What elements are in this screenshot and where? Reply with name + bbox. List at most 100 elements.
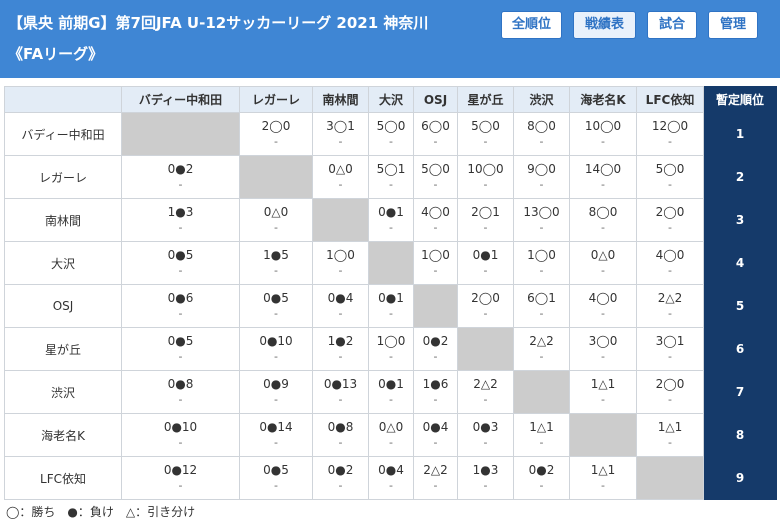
match-sub-score: - [539,350,544,363]
match-sub-score: - [274,221,278,234]
match-sub-score: - [433,264,438,277]
match-score: 10◯0 [584,119,622,133]
corner-header [4,86,122,113]
match-sub-score: - [539,307,544,320]
page-header: 【県央 前期G】第7回JFA U-12サッカーリーグ 2021 神奈川 《FAリ… [0,0,780,78]
table-row: 星が丘 0●5 - 0●10 - 1●2 - 1◯0 - 0●2 - 2△2 - 3◯0 - 3◯1 - 6 [4,327,777,371]
match-score: 10◯0 [467,162,504,176]
match-score: 1△1 [529,420,554,434]
match-score: 2△2 [657,291,683,305]
score-cell: 0△0 - [312,155,369,199]
score-cell: 1◯0 - [312,241,369,285]
score-cell: 10◯0 - [457,155,514,199]
match-sub-score: - [274,264,278,277]
match-sub-score: - [338,307,343,320]
match-score: 0●5 [263,463,289,477]
score-cell: 8◯0 - [569,198,637,242]
match-sub-score: - [178,350,183,363]
score-cell: 0●2 - [121,155,240,199]
score-cell: 0●5 - [121,327,240,371]
match-score: 3◯1 [655,334,685,348]
score-cell: 0●5 - [121,241,240,285]
results-table-button[interactable]: 戦績表 [573,11,636,39]
match-sub-score: - [178,393,183,406]
match-score: 5◯0 [376,119,406,133]
table-row: バディー中和田 2◯0-3◯1-5◯0-6◯0-5◯0-8◯0-10◯0-12◯0… [4,112,777,156]
score-cell: 1●3 - [457,456,514,500]
score-cell: 1△1 - [569,370,637,414]
match-sub-score: - [483,264,488,277]
score-cell: 0●9 - [239,370,313,414]
manage-button[interactable]: 管理 [708,11,758,39]
score-cell: 1△1 - [513,413,570,457]
provisional-rank: 1 [703,112,777,156]
provisional-rank: 7 [703,370,777,414]
score-cell: 1●3 - [121,198,240,242]
score-cell: 2◯0 - [239,112,313,156]
match-score: 0●4 [378,463,404,477]
score-cell: 1●5 - [239,241,313,285]
table-row: レガーレ 0●2 - 0△0 - 5◯1 - 5◯0 - 10◯0 - 9◯0 - 14◯0 - 5◯0 - 2 [4,155,777,199]
match-sub-score: - [338,135,343,148]
score-cell: 8◯0 - [513,112,570,156]
row-team-name: LFC依知 [4,456,122,500]
provisional-rank: 5 [703,284,777,328]
score-cell: 4◯0 - [569,284,637,328]
match-sub-score: - [178,479,183,492]
match-sub-score: - [601,350,605,363]
rank-column-header: 暫定順位 [703,86,777,113]
team-column-header: 大沢 [368,86,414,113]
team-column-header: バディー中和田 [121,86,240,113]
match-score: 1◯0 [527,248,556,262]
match-score: 0●5 [167,248,194,262]
score-cell: 0●1 - [368,284,414,328]
match-sub-score: - [178,178,183,191]
match-score: 5◯0 [655,162,685,176]
match-score: 0●5 [263,291,289,305]
self-match-cell [239,155,313,199]
match-score: 0●2 [422,334,449,348]
match-score: 1●6 [422,377,449,391]
match-score: 0●2 [167,162,194,176]
score-cell: 0●13 - [312,370,369,414]
match-score: 6◯0 [421,119,450,133]
match-sub-score: - [338,264,343,277]
score-cell: 1●6 - [413,370,458,414]
match-sub-score: - [539,479,544,492]
score-cell: 14◯0 - [569,155,637,199]
match-score: 2◯0 [655,377,685,391]
provisional-rank: 3 [703,198,777,242]
score-cell: 2△2 - [636,284,704,328]
match-score: 1●3 [167,205,194,219]
team-column-header: 渋沢 [513,86,570,113]
self-match-cell [636,456,704,500]
match-score: 4◯0 [655,248,685,262]
legend: ◯：勝ち ●：負け △：引き分け [6,505,196,519]
team-column-header: 海老名K [569,86,637,113]
score-cell: 0●8 - [312,413,369,457]
score-cell: 0●1 - [457,241,514,285]
match-score: 4◯0 [421,205,450,219]
match-sub-score: - [483,436,488,449]
page-subtitle: 《FAリーグ》 [8,45,104,63]
row-team-name: バディー中和田 [4,112,122,156]
team-column-header: 南林間 [312,86,369,113]
match-sub-score: - [389,178,393,191]
match-sub-score: - [178,307,183,320]
match-sub-score: - [539,436,544,449]
score-cell: 0●5 - [239,456,313,500]
score-cell: 6◯0 - [413,112,458,156]
match-score: 0●3 [472,420,499,434]
match-sub-score: - [601,479,605,492]
match-sub-score: - [389,307,393,320]
score-cell: 0●1 - [368,198,414,242]
matches-button[interactable]: 試合 [647,11,697,39]
match-sub-score: - [178,264,183,277]
match-sub-score: - [338,178,343,191]
self-match-cell [457,327,514,371]
match-sub-score: - [539,178,544,191]
all-rankings-button[interactable]: 全順位 [501,11,562,39]
match-sub-score: - [274,393,278,406]
score-cell: 9◯0 - [513,155,570,199]
self-match-cell [513,370,570,414]
